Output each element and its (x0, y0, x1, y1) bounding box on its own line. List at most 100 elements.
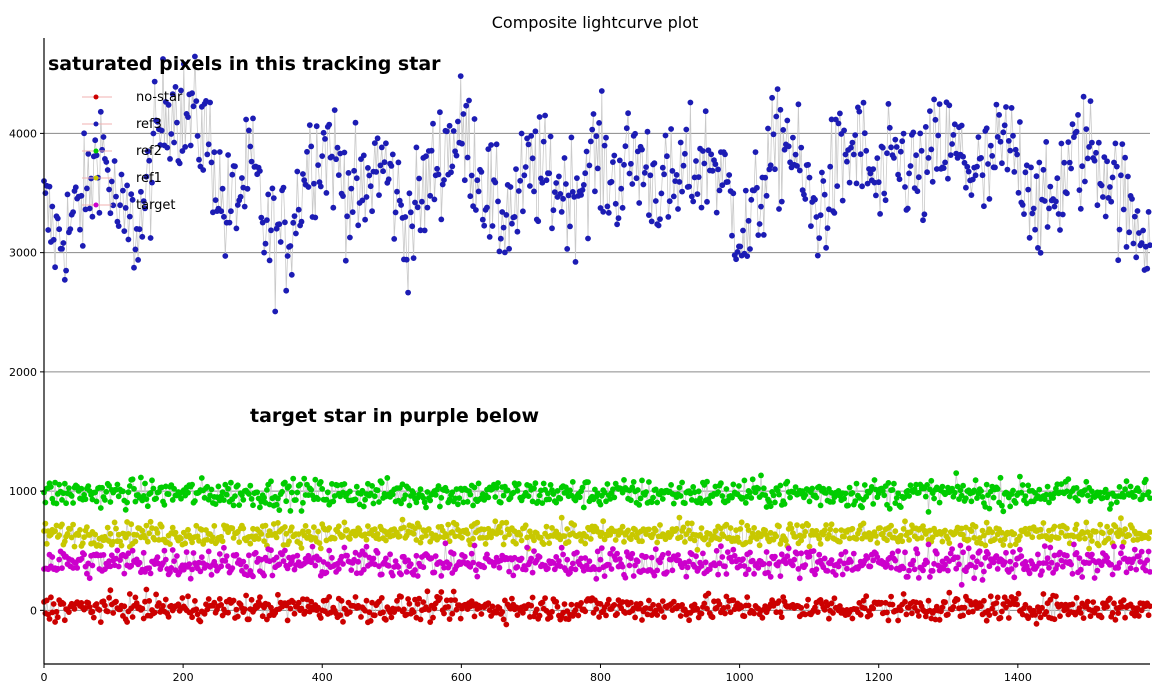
point-ref3-723 (1041, 496, 1048, 503)
point-ref1-759 (1091, 575, 1098, 581)
point-ref3-726 (1046, 499, 1052, 506)
point-no-star-209 (330, 204, 337, 211)
point-ref3-754 (1084, 492, 1091, 499)
point-no-star-252 (389, 151, 396, 158)
point-no-star-787 (1130, 240, 1137, 247)
point-ref1-558 (813, 566, 820, 573)
point-ref1-749 (1077, 566, 1084, 573)
point-ref1-734 (1057, 549, 1063, 556)
point-no-star-363 (543, 177, 550, 184)
point-target-776 (1115, 610, 1122, 616)
point-ref3-389 (579, 484, 586, 491)
point-no-star-734 (1057, 227, 1063, 233)
point-ref1-507 (742, 571, 749, 578)
point-ref1-423 (626, 562, 633, 569)
chart-title: Composite lightcurve plot (492, 13, 699, 32)
point-no-star-286 (437, 109, 443, 116)
point-no-star-392 (583, 148, 590, 155)
point-ref2-191 (305, 528, 312, 535)
point-ref2-317 (479, 534, 486, 541)
point-no-star-559 (814, 252, 821, 259)
point-target-10 (54, 614, 61, 621)
point-ref1-63 (128, 562, 135, 569)
point-no-star-178 (287, 243, 294, 249)
point-ref2-91 (167, 541, 173, 547)
point-ref3-419 (621, 477, 627, 483)
point-target-233 (363, 597, 370, 604)
point-ref2-344 (517, 532, 524, 538)
point-ref2-41 (97, 543, 104, 549)
point-no-star-176 (284, 253, 291, 259)
point-target-533 (778, 614, 785, 621)
point-ref1-487 (715, 571, 721, 578)
point-no-star-643 (931, 96, 937, 103)
point-no-star-483 (709, 167, 716, 174)
point-ref2-77 (147, 518, 154, 525)
point-no-star-110 (193, 98, 200, 104)
point-no-star-324 (489, 223, 496, 229)
point-no-star-593 (861, 130, 868, 137)
point-ref2-25 (75, 532, 82, 538)
point-target-255 (394, 597, 400, 604)
point-no-star-688 (993, 101, 1000, 108)
point-ref2-560 (816, 535, 823, 542)
point-ref2-798 (1145, 535, 1152, 542)
legend-marker-target (93, 202, 99, 208)
point-no-star-438 (647, 172, 654, 179)
point-ref3-666 (963, 495, 969, 502)
point-ref3-579 (842, 490, 849, 497)
point-ref3-342 (514, 487, 521, 494)
point-ref1-121 (208, 571, 215, 578)
point-no-star-544 (794, 163, 800, 169)
point-ref1-545 (795, 566, 802, 572)
point-ref2-513 (751, 525, 757, 531)
point-no-star-766 (1101, 154, 1108, 161)
point-target-371 (554, 603, 561, 610)
point-no-star-514 (752, 149, 759, 156)
point-ref1-632 (915, 575, 922, 581)
point-no-star-778 (1118, 172, 1124, 179)
point-ref2-63 (128, 521, 135, 528)
point-no-star-288 (439, 181, 446, 188)
point-no-star-4 (46, 183, 53, 190)
point-ref2-685 (989, 529, 996, 536)
point-ref1-368 (550, 560, 557, 566)
point-no-star-565 (823, 244, 829, 251)
point-no-star-302 (459, 140, 465, 147)
point-ref1-151 (250, 573, 256, 580)
point-ref1-688 (993, 553, 1000, 559)
point-target-384 (572, 607, 579, 613)
point-ref3-5 (48, 483, 54, 490)
point-ref1-91 (167, 569, 173, 576)
legend-label-ref2: ref2 (136, 144, 162, 159)
point-no-star-247 (383, 140, 389, 147)
point-target-703 (1014, 601, 1020, 608)
point-ref1-77 (147, 570, 154, 577)
point-ref1-638 (924, 559, 930, 566)
point-ref1-503 (737, 562, 744, 569)
point-ref2-781 (1122, 526, 1128, 533)
point-ref3-387 (576, 494, 583, 501)
point-ref3-59 (122, 506, 129, 513)
point-target-631 (914, 608, 921, 614)
point-ref1-773 (1111, 543, 1117, 550)
point-ref3-437 (646, 479, 652, 485)
point-ref2-17 (64, 531, 71, 537)
point-target-287 (438, 589, 445, 595)
point-ref2-437 (646, 526, 652, 533)
point-no-star-204 (323, 190, 330, 196)
point-no-star-265 (407, 209, 414, 216)
point-no-star-498 (730, 190, 737, 197)
series-points-ref1 (41, 540, 1152, 588)
point-ref3-565 (823, 490, 829, 496)
point-no-star-450 (664, 153, 670, 160)
point-no-star-124 (212, 197, 219, 204)
point-ref2-634 (918, 535, 925, 541)
point-target-702 (1012, 596, 1019, 602)
point-no-star-329 (496, 248, 503, 255)
point-target-331 (499, 609, 506, 615)
point-no-star-186 (298, 218, 305, 225)
point-no-star-373 (557, 191, 564, 197)
point-ref1-705 (1017, 546, 1023, 553)
point-ref1-349 (524, 544, 530, 551)
